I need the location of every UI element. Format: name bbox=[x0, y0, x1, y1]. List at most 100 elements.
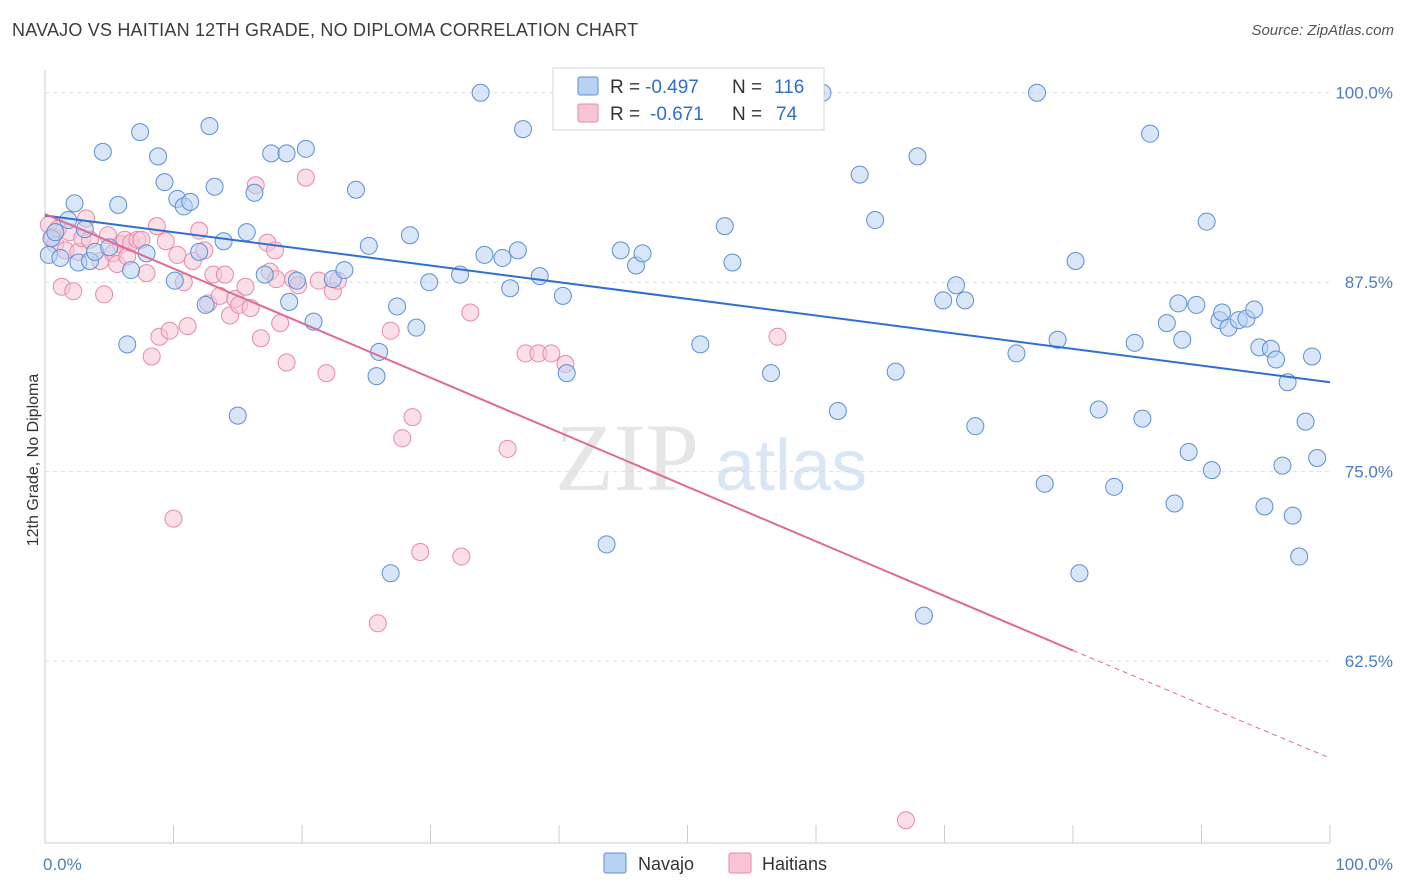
x-tick-label: 0.0% bbox=[43, 855, 82, 874]
haitian-point bbox=[768, 327, 787, 346]
navajo-point bbox=[914, 606, 933, 625]
navajo-point bbox=[947, 276, 966, 295]
navajo-point bbox=[1283, 506, 1302, 525]
haitian-point bbox=[381, 321, 400, 340]
legend-navajo-n-value: 116 bbox=[774, 77, 804, 98]
bottom-legend: Navajo Haitians bbox=[603, 852, 827, 874]
haitian-point bbox=[896, 811, 915, 830]
navajo-point bbox=[359, 236, 378, 255]
haitian-point bbox=[317, 364, 336, 383]
haitian-trend-line bbox=[44, 213, 1074, 652]
navajo-point bbox=[1089, 400, 1108, 419]
bottom-legend-navajo-swatch bbox=[603, 852, 627, 874]
haitian-point bbox=[64, 282, 83, 301]
navajo-point bbox=[1066, 251, 1085, 270]
navajo-point bbox=[1035, 474, 1054, 493]
navajo-point bbox=[493, 248, 512, 267]
navajo-point bbox=[277, 144, 296, 163]
navajo-point bbox=[200, 117, 219, 136]
navajo-point bbox=[866, 211, 885, 230]
navajo-point bbox=[886, 362, 905, 381]
navajo-point bbox=[335, 261, 354, 280]
navajo-point bbox=[530, 267, 549, 286]
navajo-point bbox=[346, 180, 365, 199]
navajo-point bbox=[934, 291, 953, 310]
haitian-point bbox=[403, 408, 422, 427]
navajo-point bbox=[501, 279, 520, 298]
navajo-point bbox=[1202, 461, 1221, 480]
y-tick-label: 100.0% bbox=[1335, 84, 1393, 103]
y-tick-label: 62.5% bbox=[1345, 652, 1393, 671]
navajo-point bbox=[262, 144, 281, 163]
navajo-point bbox=[475, 245, 494, 264]
x-tick-label: 100.0% bbox=[1335, 855, 1393, 874]
navajo-point bbox=[400, 226, 419, 245]
navajo-point bbox=[908, 147, 927, 166]
haitian-point bbox=[168, 245, 187, 264]
haitian-point bbox=[393, 429, 412, 448]
legend-haitian-r-value: -0.671 bbox=[650, 104, 704, 125]
navajo-point bbox=[611, 241, 630, 260]
navajo-point bbox=[407, 318, 426, 337]
navajo-point bbox=[1125, 333, 1144, 352]
navajo-point bbox=[1157, 314, 1176, 333]
trend-lines bbox=[44, 213, 1331, 759]
navajo-point bbox=[381, 564, 400, 583]
navajo-point bbox=[828, 402, 847, 421]
navajo-point bbox=[597, 535, 616, 554]
navajo-point bbox=[762, 364, 781, 383]
navajo-point bbox=[149, 147, 168, 166]
navajo-point bbox=[1169, 294, 1188, 313]
haitian-point bbox=[137, 264, 156, 283]
source-label: Source: ZipAtlas.com bbox=[1251, 22, 1394, 39]
navajo-point bbox=[93, 142, 112, 161]
navajo-point bbox=[1296, 412, 1315, 431]
navajo-point bbox=[228, 406, 247, 425]
haitian-point bbox=[411, 542, 430, 561]
navajo-point bbox=[1245, 300, 1264, 319]
navajo-point bbox=[165, 271, 184, 290]
axes bbox=[44, 70, 1331, 844]
legend-haitian-r-label: R = bbox=[610, 104, 640, 125]
haitian-point bbox=[147, 217, 166, 236]
navajo-point bbox=[966, 417, 985, 436]
navajo-point bbox=[1070, 564, 1089, 583]
bottom-legend-haitian-swatch bbox=[728, 852, 752, 874]
legend-navajo-swatch bbox=[577, 76, 599, 96]
navajo-point bbox=[557, 364, 576, 383]
navajo-point bbox=[508, 241, 527, 260]
bottom-legend-navajo-label: Navajo bbox=[638, 854, 694, 874]
navajo-point bbox=[1105, 477, 1124, 496]
navajo-point bbox=[46, 223, 65, 242]
haitian-point bbox=[296, 168, 315, 187]
navajo-point bbox=[388, 297, 407, 316]
navajo-point bbox=[1141, 124, 1160, 143]
navajo-point bbox=[1290, 547, 1309, 566]
navajo-point bbox=[1007, 344, 1026, 363]
bottom-legend-haitian-label: Haitians bbox=[762, 854, 827, 874]
navajo-point bbox=[1179, 442, 1198, 461]
haitian-point bbox=[95, 285, 114, 304]
navajo-point bbox=[956, 291, 975, 310]
navajo-point bbox=[65, 194, 84, 213]
navajo-point bbox=[691, 335, 710, 354]
navajo-point bbox=[296, 139, 315, 158]
legend-navajo-n-label: N = bbox=[732, 77, 762, 98]
navajo-point bbox=[155, 173, 174, 192]
haitian-point bbox=[142, 347, 161, 366]
y-tick-label: 87.5% bbox=[1345, 273, 1393, 292]
navajo-point bbox=[1308, 449, 1327, 468]
tick-labels: 100.0% 87.5% 75.0% 62.5% 0.0% 100.0% bbox=[43, 84, 1393, 874]
navajo-point bbox=[1267, 350, 1286, 369]
haitian-point bbox=[498, 439, 517, 458]
navajo-point bbox=[122, 261, 141, 280]
haitian-point bbox=[542, 344, 561, 363]
navajo-point bbox=[245, 183, 264, 202]
watermark-atlas: atlas bbox=[715, 426, 867, 506]
haitian-point bbox=[368, 614, 387, 633]
navajo-point bbox=[205, 177, 224, 196]
haitian-point bbox=[160, 321, 179, 340]
navajo-point bbox=[1213, 303, 1232, 322]
navajo-point bbox=[420, 273, 439, 292]
